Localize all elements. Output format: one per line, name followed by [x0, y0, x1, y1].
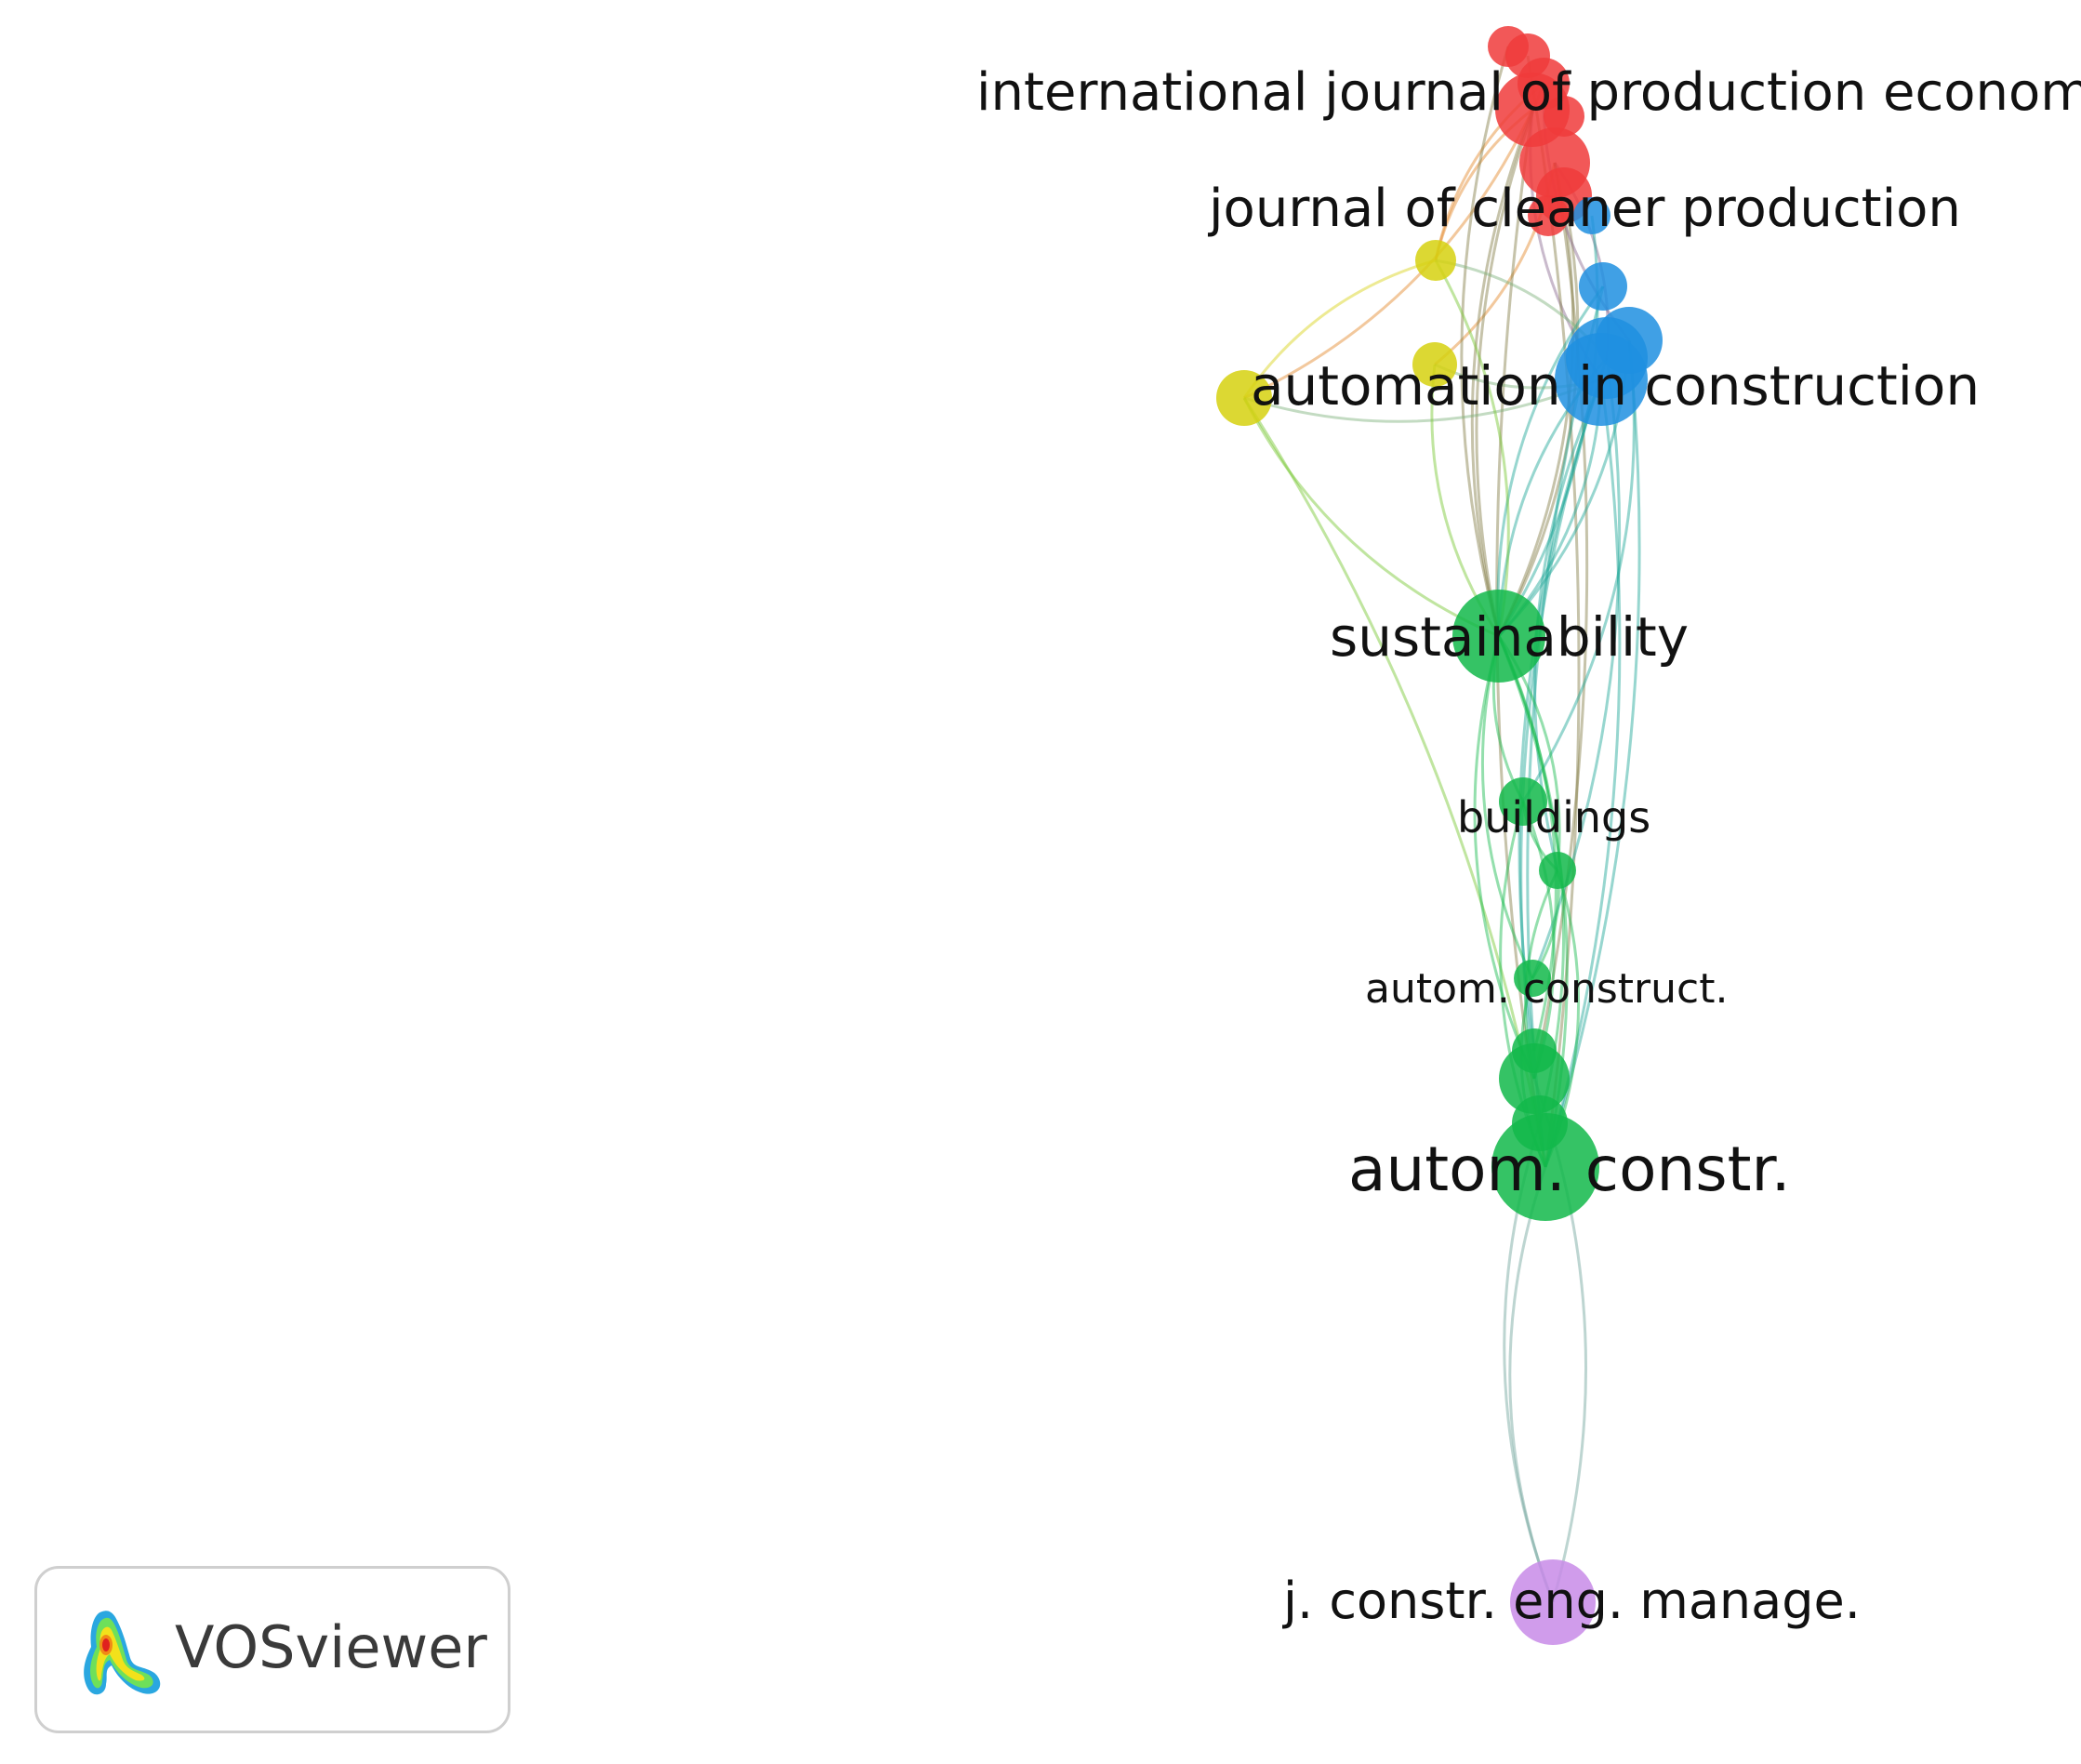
node-y1[interactable]	[1415, 240, 1456, 281]
label-journal-of-cleaner-production[interactable]: journal of cleaner production	[1207, 179, 1961, 239]
edge-y1-g1	[1434, 259, 1510, 637]
node-b1[interactable]	[1573, 197, 1610, 234]
edge-g1-g4	[1480, 635, 1534, 979]
label-international-journal-of-production-economics[interactable]: international journal of production econ…	[976, 62, 2081, 123]
node-g6[interactable]	[1499, 1043, 1570, 1114]
edge-y3-g8	[1242, 397, 1547, 1168]
edge-g1-g6	[1473, 635, 1536, 1080]
edge-r6-g6	[1532, 162, 1589, 1080]
node-g3[interactable]	[1539, 852, 1576, 889]
edge-y3-y1	[1242, 259, 1437, 399]
label-autom-construct[interactable]: autom. construct.	[1365, 965, 1728, 1013]
node-g4[interactable]	[1514, 960, 1551, 997]
edge-b5-g5	[1518, 378, 1603, 1052]
edge-g8-p1	[1508, 1166, 1555, 1603]
edge-r4-g1	[1470, 109, 1534, 637]
label-autom-constr[interactable]: autom. constr.	[1348, 1134, 1791, 1205]
label-j-constr-eng-manage[interactable]: j. constr. eng. manage.	[1282, 1572, 1861, 1630]
edge-b5-g8	[1544, 378, 1622, 1168]
edge-r1-g1	[1460, 46, 1510, 637]
vosviewer-density-icon	[84, 1611, 161, 1695]
edge-b3-g8	[1544, 339, 1641, 1168]
edge-b2-g1	[1496, 285, 1605, 637]
label-automation-in-construction[interactable]: automation in construction	[1251, 354, 1980, 418]
edge-r3-g1	[1475, 83, 1545, 637]
node-g2[interactable]	[1499, 777, 1547, 826]
node-r8[interactable]	[1528, 195, 1569, 236]
nodes-layer	[1216, 26, 1663, 1645]
labels-layer: international journal of production econ…	[976, 62, 2081, 1630]
edge-r4-y3	[1243, 109, 1534, 400]
node-r5[interactable]	[1544, 96, 1584, 137]
label-sustainability[interactable]: sustainability	[1330, 605, 1689, 669]
edge-b4-g4	[1531, 357, 1622, 979]
node-b2[interactable]	[1579, 262, 1627, 311]
edge-g1-g5	[1497, 635, 1557, 1052]
node-g8[interactable]	[1491, 1113, 1599, 1221]
edge-y3-b5	[1243, 378, 1602, 423]
node-g1[interactable]	[1452, 590, 1545, 683]
edge-y3-g1	[1242, 397, 1500, 638]
node-p1[interactable]	[1510, 1559, 1596, 1645]
node-b5[interactable]	[1555, 333, 1648, 426]
vosviewer-logo-text: VOSviewer	[175, 1613, 487, 1681]
node-y2[interactable]	[1412, 342, 1457, 387]
edge-r7-g1	[1497, 194, 1580, 637]
node-y3[interactable]	[1216, 370, 1272, 426]
vosviewer-logo-box: VOSviewer	[34, 1566, 510, 1733]
label-buildings[interactable]: buildings	[1457, 792, 1650, 842]
